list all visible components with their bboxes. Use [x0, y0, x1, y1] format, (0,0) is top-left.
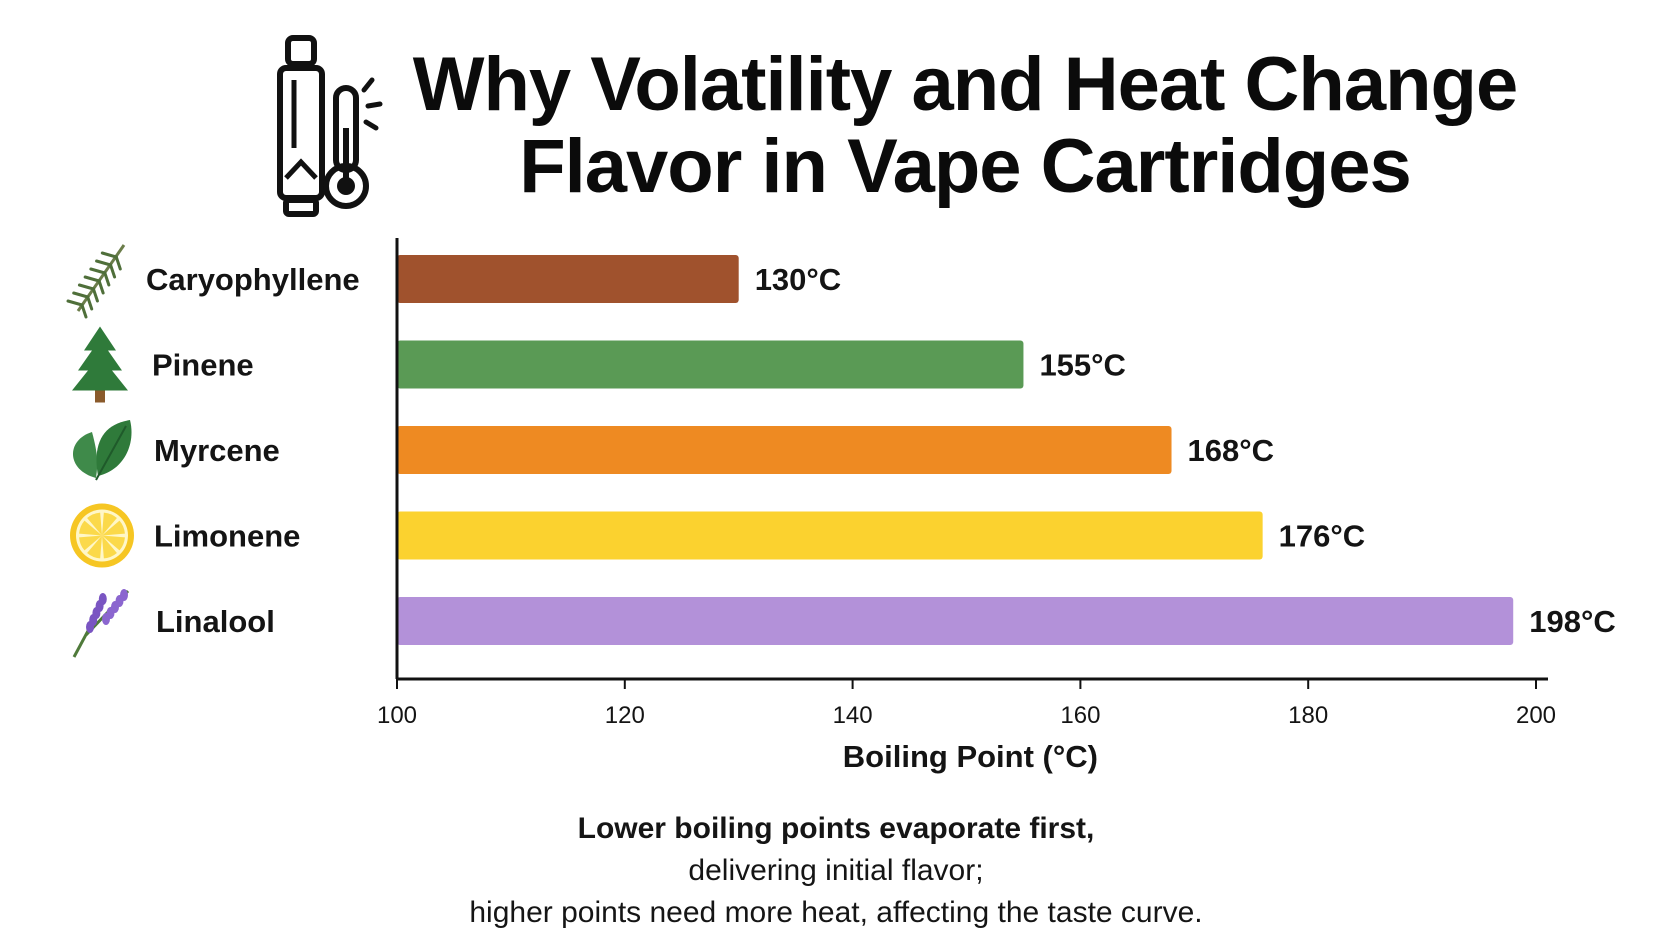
x-tick-label-140: 140 — [833, 702, 873, 729]
bar-limonene — [397, 511, 1263, 560]
boiling-point-bar-chart: Caryophyllene Pinene Myrcene Limonene Linalo… — [66, 238, 1616, 774]
x-tick-label-100: 100 — [377, 702, 417, 729]
bar-linalool — [397, 597, 1514, 645]
category-label-myrcene: Myrcene — [154, 433, 280, 468]
bar-myrcene — [397, 426, 1172, 474]
lavender-icon — [72, 589, 130, 658]
bar-caryophyllene — [397, 255, 739, 303]
x-tick-label-160: 160 — [1060, 702, 1100, 729]
value-label-limonene: 176°C — [1279, 519, 1366, 554]
caption: Lower boiling points evaporate first, de… — [0, 808, 1672, 934]
x-tick-label-180: 180 — [1288, 702, 1328, 729]
leaf-icon — [72, 420, 132, 481]
category-label-linalool: Linalool — [156, 604, 275, 639]
category-label-pinene: Pinene — [152, 348, 254, 383]
title-line-1: Why Volatility and Heat Change — [412, 42, 1519, 127]
caption-line-1-rest: delivering initial flavor; — [688, 854, 984, 887]
value-label-linalool: 198°C — [1529, 604, 1616, 639]
vape-cartridge-thermometer-icon — [277, 35, 383, 217]
page-title: Why Volatility and Heat Change Flavor in… — [400, 44, 1530, 208]
rosemary-sprig-icon — [66, 244, 126, 319]
value-label-pinene: 155°C — [1039, 348, 1126, 383]
header: Why Volatility and Heat Change Flavor in… — [0, 20, 1672, 220]
lemon-slice-icon — [70, 503, 134, 568]
pine-tree-icon — [72, 326, 128, 403]
x-axis-title: Boiling Point (°C) — [843, 739, 1098, 774]
title-line-2: Flavor in Vape Cartridges — [519, 124, 1412, 209]
bar-pinene — [397, 340, 1024, 389]
category-label-caryophyllene: Caryophyllene — [146, 262, 360, 297]
caption-line-2: higher points need more heat, affecting … — [469, 896, 1203, 929]
caption-line-1: Lower boiling points evaporate first, de… — [0, 808, 1672, 892]
value-label-caryophyllene: 130°C — [755, 262, 842, 297]
x-tick-label-120: 120 — [605, 702, 645, 729]
caption-line-1-bold: Lower boiling points evaporate first, — [577, 812, 1095, 845]
x-tick-label-200: 200 — [1516, 702, 1556, 729]
value-label-myrcene: 168°C — [1188, 433, 1275, 468]
category-label-limonene: Limonene — [154, 519, 300, 554]
